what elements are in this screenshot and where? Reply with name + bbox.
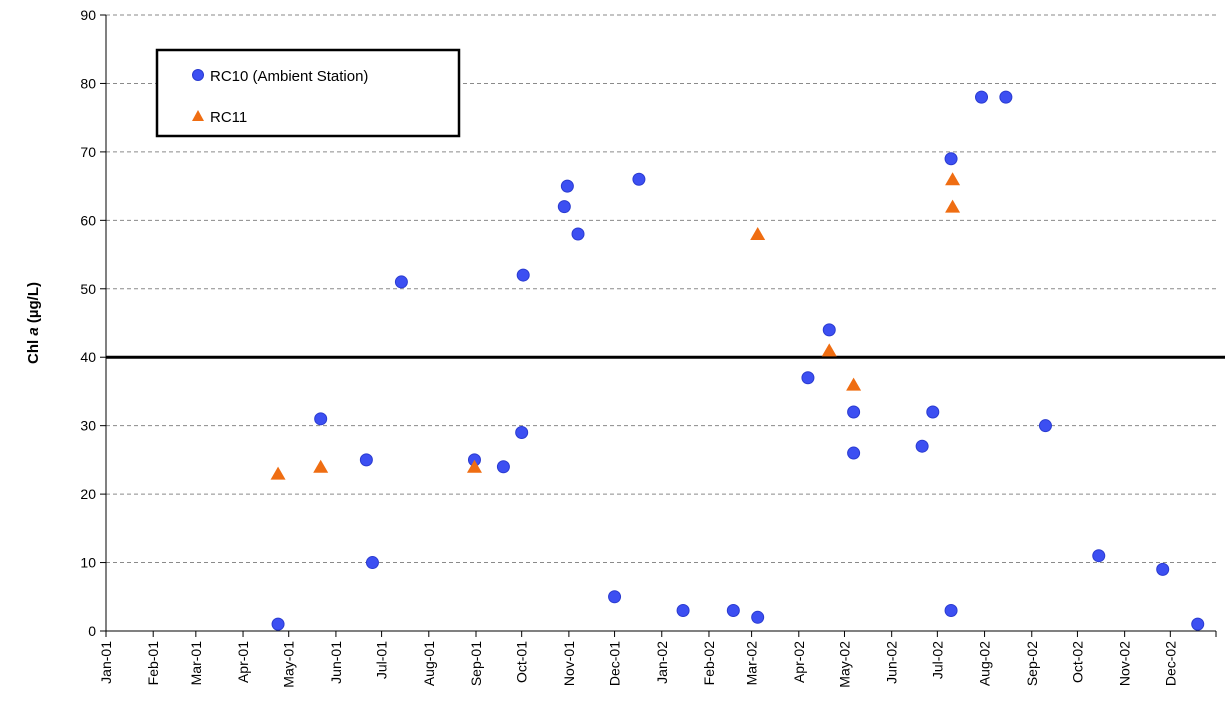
point-rc10 xyxy=(726,603,740,617)
point-rc10 xyxy=(571,227,585,241)
point-rc10 xyxy=(515,426,529,440)
x-tick-label: Dec-02 xyxy=(1162,641,1178,686)
x-tick-label: Jun-02 xyxy=(884,641,900,684)
x-tick-label: Jul-01 xyxy=(374,641,390,679)
point-rc10 xyxy=(915,439,929,453)
legend-label-rc11: RC11 xyxy=(210,109,247,126)
x-tick-label: Nov-02 xyxy=(1117,641,1133,686)
point-rc10 xyxy=(944,603,958,617)
y-tick-label: 90 xyxy=(80,7,96,23)
x-tick-label: Aug-01 xyxy=(421,641,437,686)
point-rc10 xyxy=(847,405,861,419)
legend-marker-rc11 xyxy=(192,110,204,121)
x-tick-label: Aug-02 xyxy=(977,641,993,686)
legend: RC10 (Ambient Station) RC11 xyxy=(155,48,461,138)
y-tick-label: 80 xyxy=(80,75,96,91)
y-tick-label: 40 xyxy=(80,349,96,365)
y-tick-label: 50 xyxy=(80,281,96,297)
point-rc11 xyxy=(270,466,286,480)
point-rc10 xyxy=(1156,562,1170,576)
x-tick-label: Mar-02 xyxy=(744,641,760,686)
y-tick-label: 60 xyxy=(80,212,96,228)
x-tick-label: Mar-01 xyxy=(188,641,204,686)
x-tick-label: Jan-01 xyxy=(98,641,114,684)
y-tick-label: 10 xyxy=(80,555,96,571)
point-rc10 xyxy=(801,371,815,385)
data-points xyxy=(270,90,1205,631)
point-rc10 xyxy=(751,610,765,624)
point-rc11 xyxy=(750,227,766,241)
x-tick-label: Apr-02 xyxy=(791,641,807,683)
point-rc11 xyxy=(945,172,961,186)
legend-marker-rc10 xyxy=(192,69,204,81)
x-tick-label: Dec-01 xyxy=(607,641,623,686)
y-tick-label: 30 xyxy=(80,418,96,434)
point-rc10 xyxy=(1092,549,1106,563)
point-rc10 xyxy=(557,200,571,214)
point-rc10 xyxy=(560,179,574,193)
point-rc10 xyxy=(822,323,836,337)
point-rc11 xyxy=(945,199,961,213)
y-tick-label: 0 xyxy=(88,623,96,639)
point-rc10 xyxy=(676,603,690,617)
point-rc10 xyxy=(608,590,622,604)
x-tick-label: Apr-01 xyxy=(235,641,251,683)
point-rc11 xyxy=(821,343,837,357)
point-rc11 xyxy=(313,459,329,473)
x-tick-label: Jun-01 xyxy=(328,641,344,684)
y-tick-label: 20 xyxy=(80,486,96,502)
x-tick-label: Sep-01 xyxy=(468,641,484,686)
x-tick-label: May-01 xyxy=(281,641,297,688)
x-tick-label: Feb-01 xyxy=(145,641,161,686)
y-tick-label: 70 xyxy=(80,144,96,160)
point-rc10 xyxy=(359,453,373,467)
point-rc11 xyxy=(466,459,482,473)
point-rc10 xyxy=(365,556,379,570)
y-axis-label: Chl a (µg/L) xyxy=(25,282,42,364)
point-rc10 xyxy=(975,90,989,104)
point-rc10 xyxy=(632,172,646,186)
point-rc10 xyxy=(394,275,408,289)
x-tick-label: Sep-02 xyxy=(1024,641,1040,686)
point-rc10 xyxy=(1038,419,1052,433)
legend-box xyxy=(155,48,461,138)
x-tick-label: Oct-02 xyxy=(1069,641,1085,683)
axes: 0 10 20 30 40 50 60 70 80 90 Jan-01 Feb-01 Mar-01 Apr… xyxy=(80,7,1217,688)
x-tick-label: Feb-02 xyxy=(701,641,717,686)
x-tick-label: Nov-01 xyxy=(561,641,577,686)
x-tick-label: Jan-02 xyxy=(654,641,670,684)
point-rc10 xyxy=(926,405,940,419)
point-rc11 xyxy=(846,377,862,391)
point-rc10 xyxy=(496,460,510,474)
point-rc10 xyxy=(944,152,958,166)
x-tick-label: May-02 xyxy=(836,641,852,688)
point-rc10 xyxy=(271,617,285,631)
point-rc10 xyxy=(999,90,1013,104)
point-rc10 xyxy=(1191,617,1205,631)
x-tick-label: Oct-01 xyxy=(514,641,530,683)
legend-label-rc10: RC10 (Ambient Station) xyxy=(210,68,368,85)
point-rc10 xyxy=(314,412,328,426)
point-rc10 xyxy=(516,268,530,282)
point-rc10 xyxy=(847,446,861,460)
x-tick-label: Jul-02 xyxy=(929,641,945,679)
